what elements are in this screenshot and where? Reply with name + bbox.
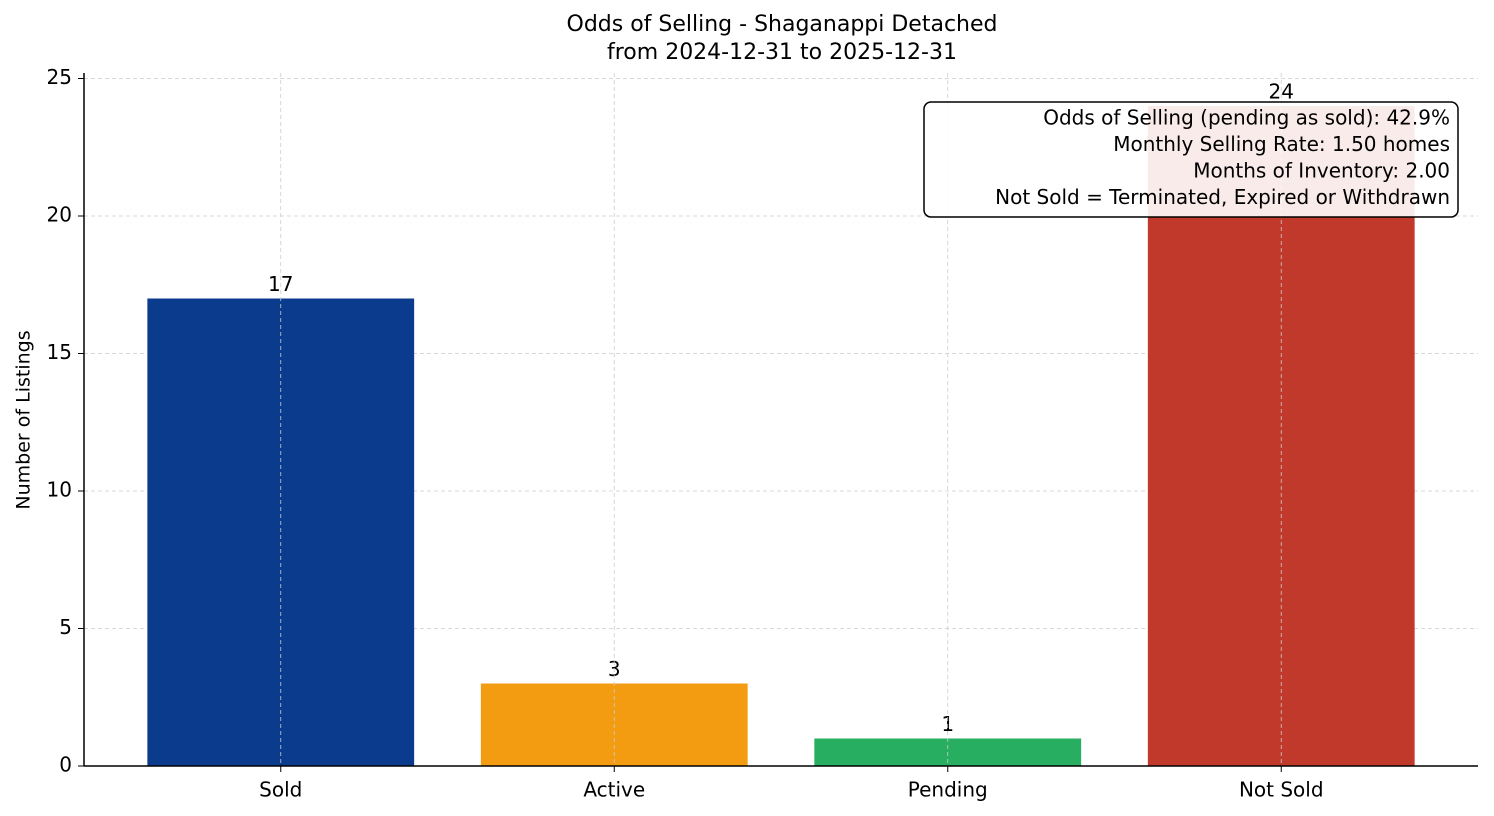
- y-tick-label: 20: [47, 203, 72, 227]
- y-tick-label: 0: [59, 753, 72, 777]
- annotation-line: Monthly Selling Rate: 1.50 homes: [1113, 132, 1450, 156]
- x-tick-label: Not Sold: [1239, 778, 1324, 802]
- y-axis-label: Number of Listings: [13, 330, 35, 509]
- x-tick-label: Pending: [908, 778, 988, 802]
- y-tick-label: 5: [59, 615, 72, 639]
- chart-subtitle: from 2024-12-31 to 2025-12-31: [607, 40, 957, 65]
- y-tick-label: 10: [47, 478, 72, 502]
- chart-title: Odds of Selling - Shaganappi Detached: [567, 12, 998, 37]
- annotation-line: Months of Inventory: 2.00: [1193, 159, 1450, 183]
- y-tick-label: 15: [47, 340, 72, 364]
- x-tick-label: Sold: [259, 778, 302, 802]
- annotation-box: [923, 101, 1459, 218]
- y-tick-label: 25: [47, 65, 72, 89]
- x-tick-label: Active: [583, 778, 645, 802]
- annotation-line: Odds of Selling (pending as sold): 42.9%: [1043, 106, 1450, 130]
- annotation-line: Not Sold = Terminated, Expired or Withdr…: [995, 185, 1450, 209]
